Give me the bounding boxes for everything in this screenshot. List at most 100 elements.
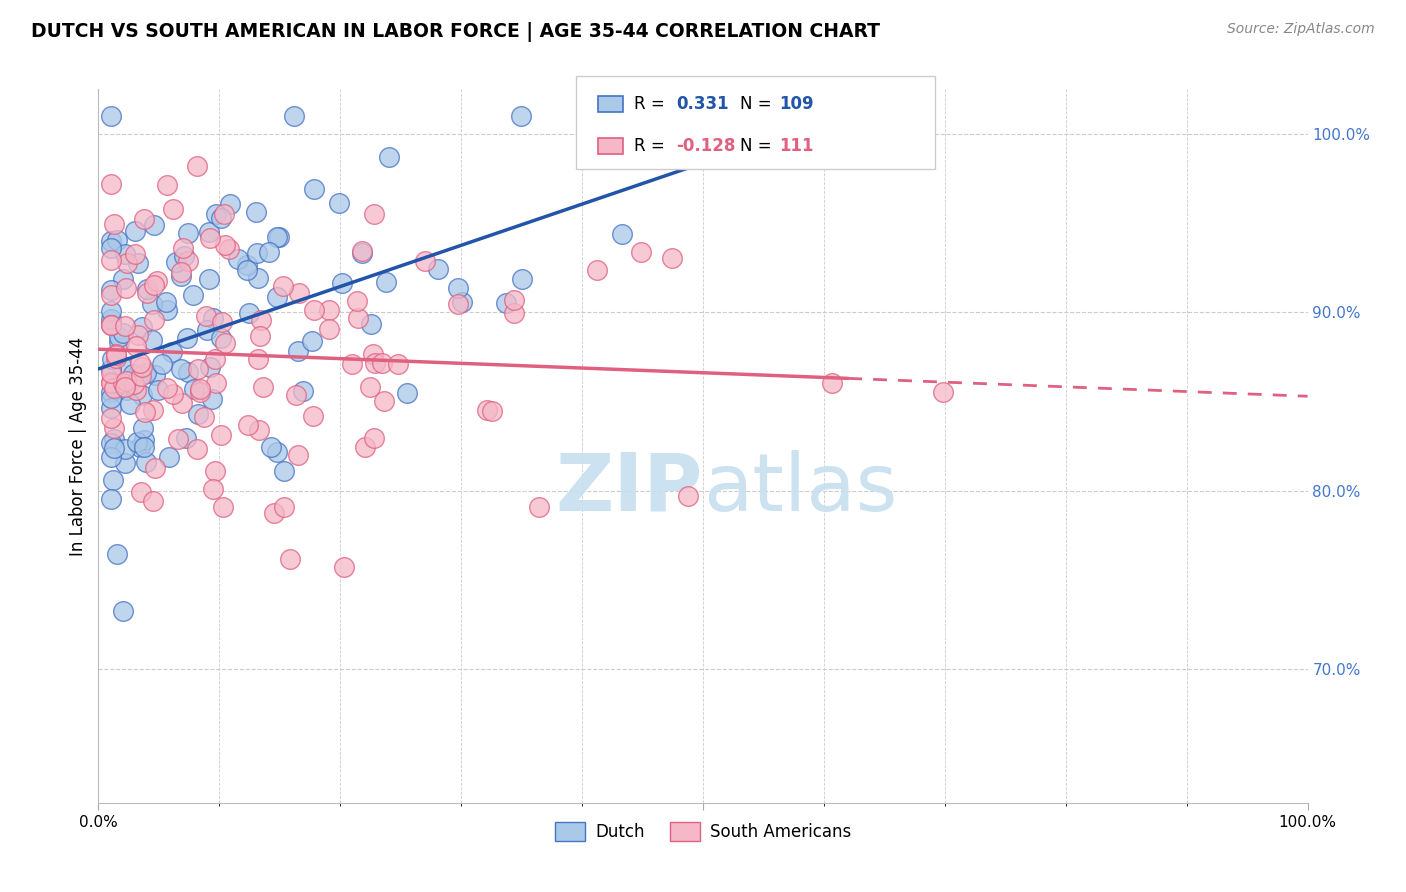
- Point: [150, 357, 173, 371]
- Point: [451, 295, 474, 310]
- Point: [267, 230, 290, 244]
- Point: [503, 305, 526, 319]
- Point: [100, 491, 122, 506]
- Point: [214, 238, 236, 252]
- Point: [447, 297, 470, 311]
- Point: [285, 388, 308, 402]
- Point: [197, 272, 219, 286]
- Point: [156, 381, 179, 395]
- Point: [263, 506, 285, 520]
- Point: [134, 212, 156, 227]
- Point: [266, 230, 288, 244]
- Point: [187, 407, 209, 421]
- Point: [135, 455, 157, 469]
- Point: [375, 275, 398, 289]
- Point: [347, 310, 370, 325]
- Point: [250, 313, 273, 327]
- Point: [100, 287, 122, 301]
- Point: [304, 302, 326, 317]
- Point: [198, 231, 221, 245]
- Point: [131, 320, 153, 334]
- Point: [353, 440, 375, 454]
- Point: [246, 352, 269, 367]
- Point: [287, 343, 309, 358]
- Point: [135, 366, 157, 380]
- Point: [170, 396, 193, 410]
- Point: [194, 309, 217, 323]
- Point: [114, 442, 136, 456]
- Point: [218, 196, 240, 211]
- Point: [103, 432, 125, 446]
- Point: [249, 328, 271, 343]
- Point: [105, 348, 128, 362]
- Point: [333, 560, 356, 574]
- Point: [100, 235, 122, 249]
- Point: [246, 270, 269, 285]
- Point: [346, 294, 368, 309]
- Point: [143, 277, 166, 292]
- Point: [131, 388, 153, 402]
- Point: [101, 352, 124, 367]
- Point: [387, 357, 409, 371]
- Point: [105, 547, 128, 561]
- Point: [110, 358, 132, 372]
- Point: [141, 297, 163, 311]
- Point: [103, 217, 125, 231]
- Point: [100, 385, 122, 400]
- Point: [370, 356, 392, 370]
- Point: [132, 421, 155, 435]
- Point: [162, 202, 184, 217]
- Point: [238, 306, 260, 320]
- Point: [209, 427, 232, 442]
- Point: [509, 109, 531, 123]
- Point: [172, 241, 194, 255]
- Point: [273, 500, 295, 515]
- Point: [364, 356, 387, 370]
- Point: [340, 358, 363, 372]
- Point: [245, 205, 267, 219]
- Point: [527, 500, 550, 514]
- Point: [104, 351, 127, 366]
- Point: [174, 431, 197, 445]
- Point: [212, 207, 235, 221]
- Point: [198, 360, 221, 375]
- Point: [821, 376, 844, 390]
- Point: [125, 435, 148, 450]
- Point: [209, 211, 232, 225]
- Point: [100, 375, 122, 389]
- Point: [156, 178, 179, 192]
- Text: DUTCH VS SOUTH AMERICAN IN LABOR FORCE | AGE 35-44 CORRELATION CHART: DUTCH VS SOUTH AMERICAN IN LABOR FORCE |…: [31, 22, 880, 42]
- Point: [166, 432, 188, 446]
- Point: [145, 461, 167, 475]
- Point: [186, 442, 208, 456]
- Point: [273, 464, 295, 478]
- Point: [142, 313, 165, 327]
- Point: [328, 195, 350, 210]
- Point: [100, 362, 122, 376]
- Point: [100, 241, 122, 255]
- Point: [373, 394, 395, 409]
- Point: [252, 380, 274, 394]
- Point: [426, 262, 449, 277]
- Point: [226, 252, 249, 266]
- Point: [108, 334, 131, 349]
- Point: [146, 274, 169, 288]
- Point: [211, 500, 233, 514]
- Point: [114, 375, 136, 389]
- Point: [183, 382, 205, 396]
- Point: [100, 304, 122, 318]
- Point: [176, 253, 198, 268]
- Point: [612, 227, 634, 241]
- Point: [129, 485, 152, 500]
- Text: -0.128: -0.128: [676, 137, 735, 155]
- Point: [271, 278, 294, 293]
- Point: [100, 392, 122, 406]
- Point: [377, 150, 399, 164]
- Point: [125, 339, 148, 353]
- Point: [287, 448, 309, 462]
- Point: [143, 368, 166, 382]
- Point: [204, 352, 226, 367]
- Point: [100, 311, 122, 326]
- Point: [122, 368, 145, 382]
- Point: [117, 384, 139, 398]
